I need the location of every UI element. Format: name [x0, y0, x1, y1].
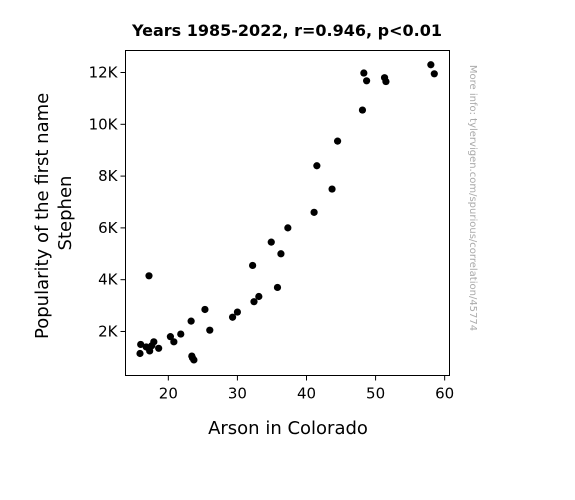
chart-title: Years 1985-2022, r=0.946, p<0.01	[131, 21, 442, 40]
data-point-23	[206, 326, 214, 334]
y-tick-label-1: 4K	[98, 271, 119, 289]
data-point-28	[137, 340, 145, 349]
data-point-20	[233, 308, 242, 316]
data-point-12	[267, 238, 275, 246]
data-point-8	[313, 162, 321, 170]
data-point-15	[145, 272, 153, 280]
y-tick-label-3: 8K	[98, 167, 119, 185]
data-point-26	[170, 338, 178, 346]
data-point-36	[190, 356, 198, 364]
x-tick-label-2: 40	[297, 385, 316, 403]
data-point-16	[273, 283, 282, 292]
y-axis-label-line-1: Popularity of the first name	[32, 93, 53, 339]
data-point-7	[333, 137, 342, 145]
data-point-25	[166, 333, 175, 341]
watermark-text: More info: tylervigen.com/spurious/corre…	[467, 65, 478, 331]
data-point-31	[155, 344, 163, 352]
data-point-1	[430, 70, 438, 78]
data-points	[136, 61, 438, 364]
y-axis-label-line-2: Stephen	[55, 176, 76, 251]
data-point-22	[187, 317, 195, 325]
data-point-33	[136, 349, 144, 358]
axis-ticks: 20 30 40 50 60 2K 4K 6K 8K 10K 12K	[89, 64, 455, 403]
y-axis-label: Popularity of the first name Stephen	[32, 87, 76, 339]
plot-frame	[125, 50, 450, 376]
data-point-14	[249, 261, 257, 270]
data-point-5	[382, 77, 390, 86]
data-point-0	[427, 61, 435, 69]
data-point-13	[277, 250, 285, 258]
data-point-9	[328, 185, 336, 193]
x-tick-label-1: 30	[228, 385, 247, 403]
data-point-6	[358, 106, 367, 114]
y-tick-label-2: 6K	[98, 219, 119, 237]
data-point-3	[363, 77, 371, 85]
data-point-24	[177, 330, 185, 338]
x-tick-label-3: 50	[366, 385, 385, 403]
data-point-21	[228, 313, 237, 321]
x-tick-label-0: 20	[159, 385, 178, 403]
data-point-17	[255, 292, 263, 301]
y-tick-label-4: 10K	[89, 115, 119, 133]
data-point-32	[146, 347, 154, 355]
y-tick-label-5: 12K	[89, 64, 119, 82]
data-point-2	[360, 69, 368, 77]
x-tick-label-4: 60	[435, 385, 454, 403]
x-axis-label: Arson in Colorado	[208, 418, 368, 439]
data-point-18	[250, 298, 258, 306]
data-point-10	[310, 208, 318, 216]
data-point-19	[201, 305, 209, 314]
data-point-11	[284, 224, 292, 232]
y-tick-label-0: 2K	[98, 322, 119, 340]
